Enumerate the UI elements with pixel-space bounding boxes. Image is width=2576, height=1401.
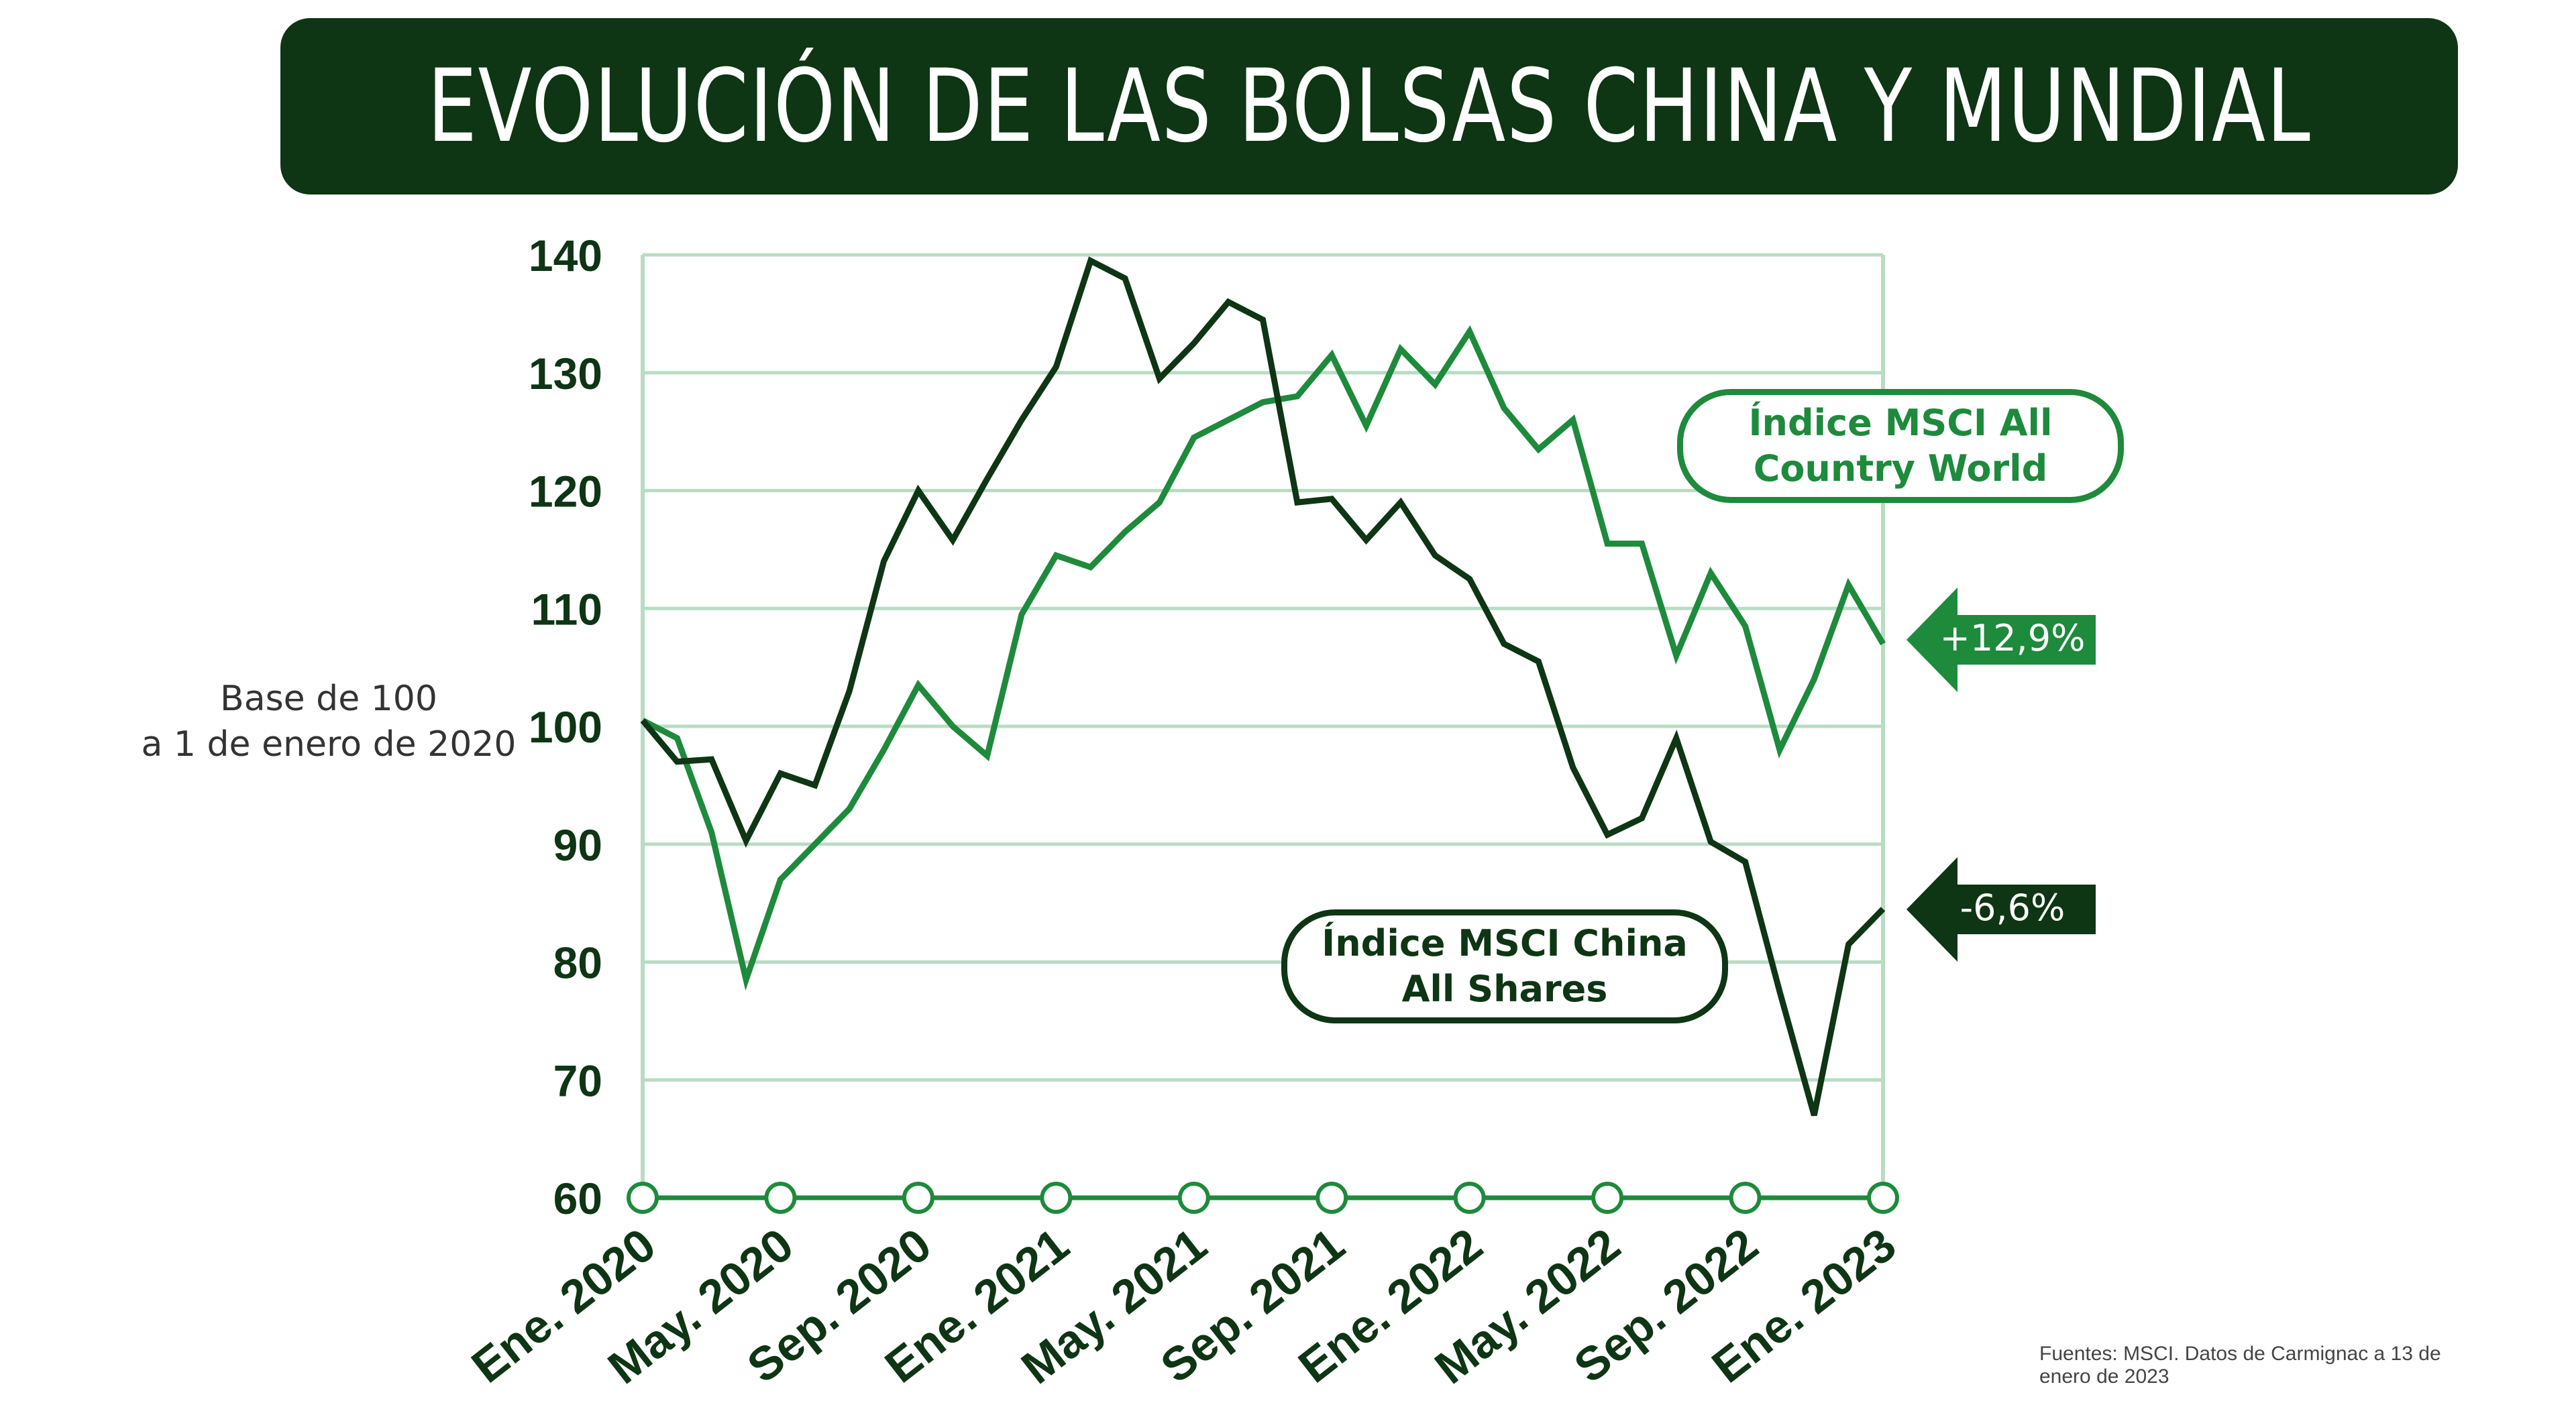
y-tick-140: 140 [529,231,602,280]
x-tick-marker-3 [1040,1182,1073,1214]
series-line-world [641,325,1886,991]
y-tick-90: 90 [553,820,602,870]
world-series-label-line-1: Índice MSCI All [1748,402,2053,444]
chart-title: EVOLUCIÓN DE LAS BOLSAS CHINA Y MUNDIAL [427,48,2312,165]
x-tick-marker-4 [1177,1182,1210,1214]
x-axis-markers [627,1182,1899,1214]
y-tick-110: 110 [531,584,602,634]
grid-lines [643,253,1883,1082]
x-tick-marker-8 [1729,1182,1762,1214]
y-tick-120: 120 [529,467,602,516]
y-tick-80: 80 [553,938,602,988]
x-tick-marker-1 [764,1182,797,1214]
world-series-label-line-2: Country World [1753,447,2048,490]
x-tick-marker-5 [1316,1182,1348,1214]
y-tick-100: 100 [529,702,602,752]
china-series-label-line-2: All Shares [1401,968,1608,1010]
y-tick-130: 130 [529,349,602,398]
x-tick-marker-2 [902,1182,934,1214]
x-tick-marker-7 [1591,1182,1624,1214]
y-tick-labels: 60 70 80 90 100 110 120 130 140 [529,231,602,1223]
china-series-label-line-1: Índice MSCI China [1322,922,1688,964]
x-tick-marker-0 [627,1182,659,1214]
base-note: Base de 100 a 1 de enero de 2020 [114,676,543,767]
world-series-label: Índice MSCI All Country World [1677,389,2124,503]
end-value-arrows [1907,587,2096,962]
world-end-arrow [1907,587,2096,692]
series-line-china [640,256,1886,1117]
y-tick-70: 70 [553,1056,602,1105]
y-tick-60: 60 [553,1174,602,1223]
x-tick-marker-9 [1867,1182,1899,1214]
china-end-value: -6,6% [1960,887,2065,929]
world-end-value: +12,9% [1939,617,2086,659]
series-lines [640,256,1886,1117]
china-series-label: Índice MSCI China All Shares [1281,909,1728,1023]
title-banner: EVOLUCIÓN DE LAS BOLSAS CHINA Y MUNDIAL [280,18,2458,194]
x-tick-marker-6 [1453,1182,1486,1214]
source-note: Fuentes: MSCI. Datos de Carmignac a 13 d… [2039,1343,2441,1388]
base-note-line-2: a 1 de enero de 2020 [141,724,517,765]
base-note-line-1: Base de 100 [220,679,437,719]
china-end-arrow [1907,857,2096,962]
